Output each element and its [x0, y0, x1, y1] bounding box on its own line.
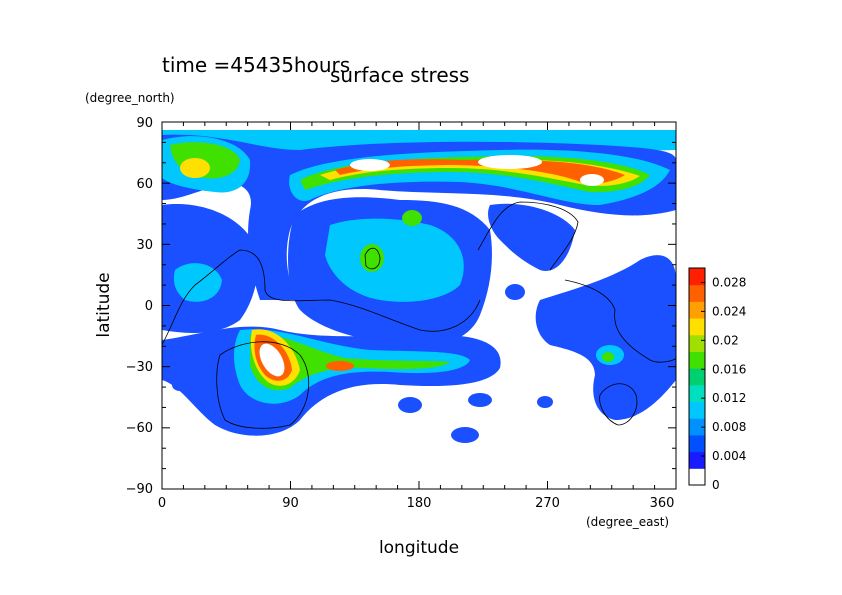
colorbar-frame	[688, 267, 706, 486]
field-central-cyan	[325, 218, 464, 302]
colorbar-tick-label: 0.028	[712, 275, 746, 289]
field-blob-b	[398, 397, 422, 413]
field-arctic-peak-1	[350, 159, 390, 171]
y-unit-label: (degree_north)	[85, 91, 175, 105]
colorbar-swatch	[689, 368, 705, 386]
plot-area	[162, 122, 676, 489]
chart-title: surface stress	[330, 63, 469, 87]
time-label: time =45435hours	[162, 53, 350, 77]
x-tick-label: 90	[282, 496, 299, 511]
field-blob-c	[468, 393, 492, 407]
x-tick-label: 270	[535, 496, 560, 511]
colorbar-tick-label: 0.012	[712, 391, 746, 405]
x-tick-label: 360	[650, 496, 675, 511]
coastline-west	[162, 249, 481, 346]
colorbar-tick-label: 0.02	[712, 333, 739, 347]
y-tick-label: 60	[136, 177, 153, 192]
x-unit-label: (degree_east)	[586, 515, 669, 529]
colorbar-swatch	[689, 401, 705, 419]
colorbar-tick-label: 0.008	[712, 420, 746, 434]
field-east-green	[602, 352, 614, 362]
colorbar: 0 0.004 0.008 0.012 0.016 0.02 0.024 0.028	[688, 267, 746, 492]
colorbar-swatch	[689, 301, 705, 319]
y-tick-labels: 90 60 30 0 −30 −60 −90	[126, 116, 153, 497]
field-blob-d	[505, 284, 525, 300]
coastline-east-high	[477, 201, 579, 271]
colorbar-swatch	[689, 334, 705, 352]
field-blob-f	[172, 379, 188, 391]
field-south-band-green	[250, 334, 450, 391]
colorbar-tick-label: 0	[712, 478, 720, 492]
field-blob-e	[537, 396, 553, 408]
coastline-east-low	[564, 279, 676, 363]
field-central-green-2	[402, 210, 422, 226]
colorbar-swatch	[689, 468, 705, 486]
colorbar-swatch	[689, 268, 705, 286]
x-tick-label: 0	[158, 496, 166, 511]
coastline-island	[364, 247, 381, 270]
x-axis-label: longitude	[379, 538, 459, 558]
field-blob-a	[451, 427, 479, 443]
colorbar-swatch	[689, 451, 705, 469]
x-tick-labels: 0 90 180 270 360	[158, 496, 675, 511]
y-tick-label: −90	[126, 482, 153, 497]
x-tick-label: 180	[407, 496, 432, 511]
colorbar-swatch	[689, 418, 705, 436]
field-south-peak	[259, 343, 285, 377]
field-arctic-peak-2	[478, 155, 542, 169]
field-south-secondary-orange	[326, 361, 354, 371]
colorbar-swatch	[689, 284, 705, 302]
y-tick-label: 0	[145, 299, 153, 314]
field-east-blue	[535, 255, 676, 420]
y-tick-label: 90	[136, 116, 153, 131]
coastline-east-south	[599, 383, 638, 426]
field-arctic-peak-3	[580, 174, 604, 186]
field-arctic-band-orange	[335, 159, 625, 184]
y-tick-label: 30	[136, 238, 153, 253]
colorbar-swatch	[689, 318, 705, 336]
y-axis-label: latitude	[94, 272, 114, 337]
y-tick-label: −60	[126, 421, 153, 436]
coastline-ocean-south	[216, 341, 310, 429]
colorbar-tick-label: 0.024	[712, 304, 746, 318]
colorbar-tick-label: 0.004	[712, 449, 746, 463]
field-east-high-blue	[488, 203, 575, 271]
axis-ticks	[161, 121, 677, 490]
colorbar-swatch	[689, 351, 705, 369]
field-west-high-yellow	[180, 158, 210, 178]
coastlines	[162, 201, 676, 429]
heatmap-field	[162, 130, 676, 443]
y-tick-label: −30	[126, 360, 153, 375]
colorbar-tick-label: 0.016	[712, 362, 746, 376]
colorbar-swatch	[689, 434, 705, 453]
colorbar-swatch	[689, 384, 705, 403]
